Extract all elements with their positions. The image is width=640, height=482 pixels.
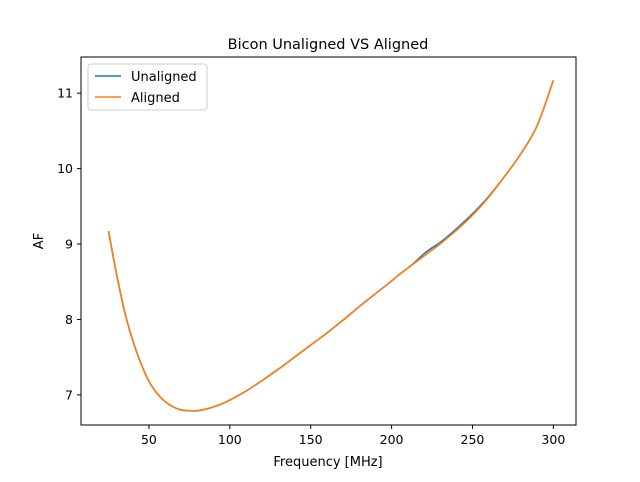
x-tick-label: 250 [461, 432, 485, 447]
y-tick-label: 7 [65, 387, 73, 402]
legend: Unaligned Aligned [87, 63, 208, 111]
x-tick-label: 50 [141, 432, 157, 447]
x-tick-label: 300 [541, 432, 565, 447]
plot-frame [80, 56, 577, 426]
x-axis-label: Frequency [MHz] [273, 455, 382, 470]
series-layer [107, 80, 555, 412]
y-tick-label: 11 [57, 86, 73, 101]
chart-title: Bicon Unaligned VS Aligned [228, 37, 429, 53]
y-axis-label: AF [32, 233, 47, 249]
legend-label-aligned: Aligned [131, 91, 180, 106]
y-tick-label: 9 [65, 237, 73, 252]
legend-label-unaligned: Unaligned [131, 70, 197, 85]
x-tick-label: 200 [380, 432, 404, 447]
y-axis-ticks: 7 8 9 10 11 [57, 86, 81, 402]
x-tick-label: 100 [218, 432, 242, 447]
series-line-aligned [107, 80, 555, 412]
y-tick-label: 10 [57, 161, 73, 176]
x-axis-ticks: 50 100 150 200 250 300 [141, 425, 565, 447]
y-tick-label: 8 [65, 312, 73, 327]
x-tick-label: 150 [299, 432, 323, 447]
